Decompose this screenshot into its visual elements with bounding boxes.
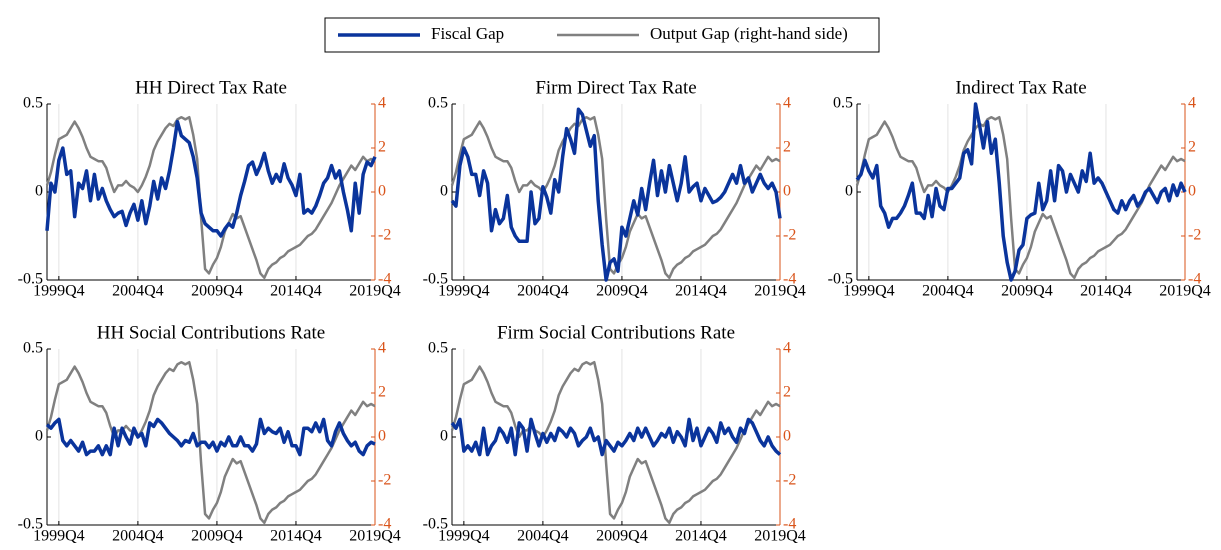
y-tick-label: 0.5	[833, 95, 853, 112]
y2-tick-label: 4	[783, 340, 791, 357]
series-line	[450, 417, 782, 457]
y2-tick-label: -4	[378, 271, 391, 288]
y2-tick-label: -2	[783, 227, 796, 244]
series-line	[855, 115, 1186, 280]
y2-tick-label: 4	[783, 95, 791, 112]
x-tick-label: 2019Q4	[754, 283, 806, 300]
x-tick-label: 2009Q4	[596, 528, 648, 545]
y-tick-label: 0.5	[428, 95, 448, 112]
y-tick-label: -0.5	[18, 516, 43, 533]
legend-label: Output Gap (right-hand side)	[650, 24, 848, 43]
subplot: Indirect Tax Rate 1999Q4 2004Q4 2009Q4 2014Q…	[828, 77, 1211, 299]
y2-tick-label: -2	[378, 472, 391, 489]
y-tick-label: 0.5	[23, 340, 43, 357]
subplot-title: Firm Direct Tax Rate	[535, 77, 696, 98]
x-tick-label: 2009Q4	[191, 283, 243, 300]
series-line	[450, 107, 782, 282]
y2-tick-label: 2	[1188, 139, 1196, 156]
y-tick-label: 0.5	[23, 95, 43, 112]
y-tick-label: 0	[845, 183, 853, 200]
x-tick-label: 2014Q4	[1080, 283, 1132, 300]
x-tick-label: 2009Q4	[1001, 283, 1053, 300]
y2-tick-label: -4	[1188, 271, 1201, 288]
y2-tick-label: 2	[378, 384, 386, 401]
legend: Fiscal Gap Output Gap (right-hand side)	[338, 24, 848, 43]
y-tick-label: -0.5	[828, 271, 853, 288]
y2-tick-label: 4	[378, 340, 386, 357]
x-tick-label: 2014Q4	[270, 528, 322, 545]
x-tick-label: 1999Q4	[33, 283, 85, 300]
x-tick-label: 1999Q4	[33, 528, 85, 545]
y2-tick-label: -2	[1188, 227, 1201, 244]
y2-tick-label: -4	[783, 516, 796, 533]
y-tick-label: -0.5	[18, 271, 43, 288]
y2-tick-label: -4	[783, 271, 796, 288]
y-tick-label: -0.5	[423, 516, 448, 533]
subplot-title: Firm Social Contributions Rate	[497, 322, 735, 343]
y2-tick-label: 4	[378, 95, 386, 112]
y2-tick-label: 0	[783, 183, 791, 200]
y2-tick-label: 2	[783, 139, 791, 156]
series-line	[855, 102, 1187, 282]
x-tick-label: 1999Q4	[438, 528, 490, 545]
y2-tick-label: -4	[378, 516, 391, 533]
x-tick-label: 1999Q4	[843, 283, 895, 300]
y2-tick-label: 0	[783, 428, 791, 445]
x-tick-label: 2019Q4	[1159, 283, 1211, 300]
x-tick-label: 2019Q4	[754, 528, 806, 545]
y-tick-label: 0	[35, 183, 43, 200]
y-tick-label: 0	[440, 428, 448, 445]
y2-tick-label: 2	[783, 384, 791, 401]
x-tick-label: 2004Q4	[112, 283, 164, 300]
series-line	[45, 115, 376, 280]
x-tick-label: 2014Q4	[270, 283, 322, 300]
series-line	[45, 119, 377, 238]
legend-label: Fiscal Gap	[431, 24, 504, 43]
x-tick-label: 2004Q4	[517, 528, 569, 545]
x-tick-label: 2014Q4	[675, 528, 727, 545]
x-tick-label: 2019Q4	[349, 528, 401, 545]
y2-tick-label: 0	[378, 183, 386, 200]
subplot-title: Indirect Tax Rate	[955, 77, 1086, 98]
x-tick-label: 2014Q4	[675, 283, 727, 300]
x-tick-label: 2009Q4	[596, 283, 648, 300]
subplot: HH Social Contributions Rate 1999Q4 2004Q4…	[18, 322, 401, 544]
x-tick-label: 2004Q4	[517, 283, 569, 300]
y-tick-label: -0.5	[423, 271, 448, 288]
y2-tick-label: 0	[1188, 183, 1196, 200]
series-line	[450, 360, 781, 525]
y2-tick-label: 2	[378, 139, 386, 156]
subplot-title: HH Social Contributions Rate	[97, 322, 326, 343]
x-tick-label: 2019Q4	[349, 283, 401, 300]
y2-tick-label: -2	[378, 227, 391, 244]
y2-tick-label: 0	[378, 428, 386, 445]
series-line	[450, 115, 781, 280]
x-tick-label: 2004Q4	[922, 283, 974, 300]
subplot: HH Direct Tax Rate 1999Q4 2004Q4 2009Q4 2014…	[18, 77, 401, 299]
series-line	[45, 360, 376, 525]
y2-tick-label: -2	[783, 472, 796, 489]
subplot-title: HH Direct Tax Rate	[135, 77, 287, 98]
series-line	[45, 417, 376, 457]
y2-tick-label: 4	[1188, 95, 1196, 112]
y-tick-label: 0	[440, 183, 448, 200]
y-tick-label: 0	[35, 428, 43, 445]
y-tick-label: 0.5	[428, 340, 448, 357]
x-tick-label: 2004Q4	[112, 528, 164, 545]
x-tick-label: 1999Q4	[438, 283, 490, 300]
x-tick-label: 2009Q4	[191, 528, 243, 545]
